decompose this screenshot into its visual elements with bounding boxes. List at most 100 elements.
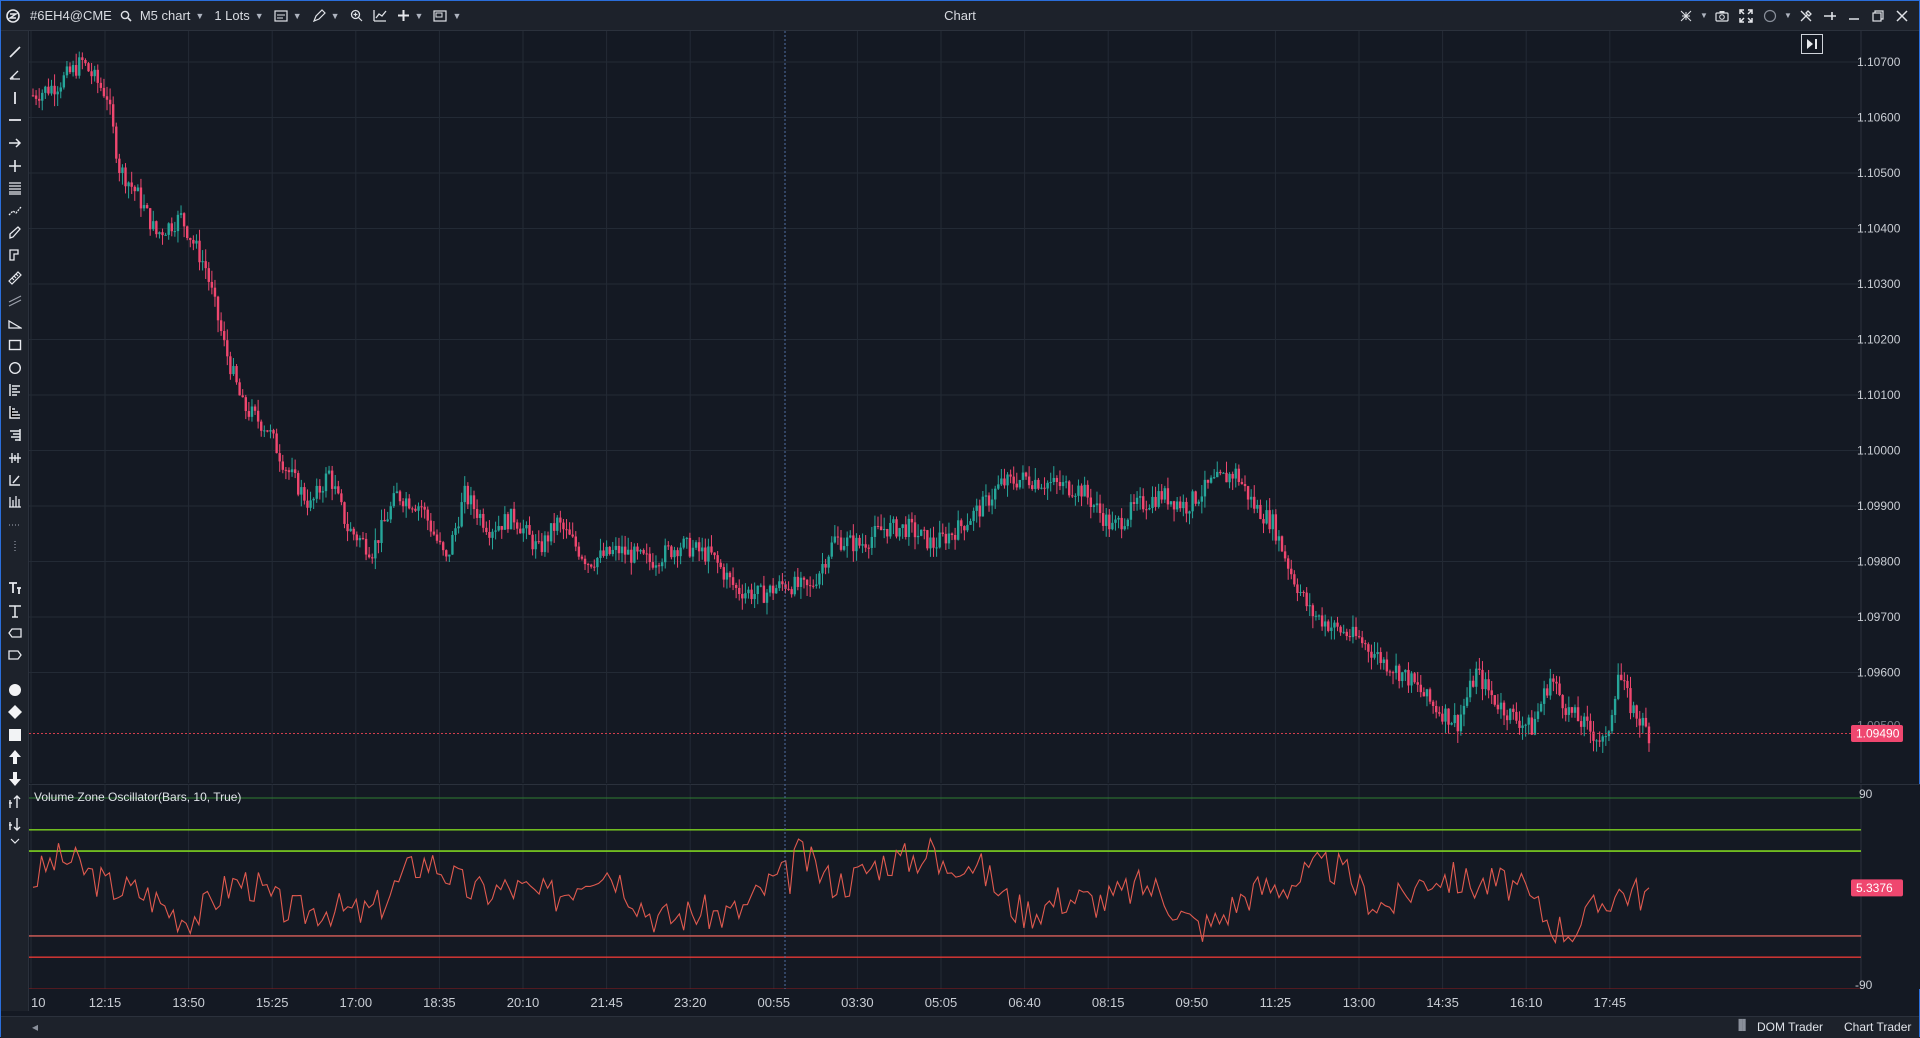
ellipse-tool-icon[interactable] [4,359,25,377]
candle-body [383,519,386,522]
candle-body [1148,508,1151,510]
text-box-tool-icon[interactable] [4,579,25,597]
diamond-marker-icon[interactable] [4,703,25,721]
oscillator-pane[interactable]: 90 -90 5.3376 [29,784,1920,989]
candle-body [1567,707,1571,715]
candle-body [944,533,948,544]
chart-trader-tab[interactable]: Chart Trader [1844,1020,1912,1034]
candle-body [408,498,411,509]
candle-body [1394,665,1398,673]
pin-icon[interactable] [1819,5,1841,27]
bars-pattern-tool-icon[interactable] [4,493,25,511]
square-marker-icon[interactable] [4,726,25,744]
candle-body [1382,659,1385,664]
candle-body [725,572,729,580]
expand-tools-icon[interactable] [4,837,25,847]
arrow-tool-icon[interactable] [4,134,25,152]
candle-body [728,572,732,578]
chevron-down-icon[interactable]: ▼ [1700,11,1708,20]
candle-body [349,528,352,532]
candle-body [1120,517,1123,530]
chart-type-button[interactable]: ▼ [269,1,307,30]
channel-tool-icon[interactable] [4,292,25,310]
candle-body [630,549,633,563]
camera-icon[interactable] [1711,5,1733,27]
buy-order-tool-icon[interactable] [4,793,25,811]
candle-body [1052,477,1055,483]
lots-selector[interactable]: 1 Lots ▼ [209,1,268,30]
magnet-tool-icon[interactable] [4,246,25,264]
candle-body [1564,708,1567,715]
zoom-icon[interactable] [345,1,368,30]
chevron-down-icon[interactable]: ▼ [1784,11,1792,20]
app-logo-icon[interactable] [1,1,25,30]
add-icon[interactable]: ▼ [392,1,429,30]
align-bars-tool-icon[interactable] [4,403,25,421]
candle-body [1092,505,1096,507]
brush-tool-icon[interactable] [4,224,25,242]
sell-order-tool-icon[interactable] [4,815,25,833]
more-tools-dots-icon[interactable] [4,516,25,534]
window-layout-icon[interactable]: ▼ [428,1,466,30]
oscillator-levels [29,797,1861,989]
candle-body [1197,501,1200,504]
candle-body [229,356,232,375]
vertical-dots-icon[interactable] [4,538,25,556]
triangle-tool-icon[interactable] [4,314,25,332]
align-left-tool-icon[interactable] [4,381,25,399]
candle-body [182,213,186,227]
callout-tool-icon[interactable] [4,646,25,664]
price-chart[interactable]: 1.10700 1.10600 1.10500 1.10400 1.10300 1.102… [29,31,1920,783]
candle-body [781,581,784,585]
gann-tool-icon[interactable] [4,471,25,489]
candle-body [512,508,516,523]
trend-angle-tool-icon[interactable] [4,65,25,83]
candle-body [1108,514,1111,530]
arrow-up-marker-icon[interactable] [4,748,25,766]
scroll-left-icon[interactable]: ◂ [32,1020,39,1034]
minimize-icon[interactable] [1843,5,1865,27]
vertical-line-tool-icon[interactable] [4,89,25,107]
candle-body [1219,471,1222,474]
rectangle-tool-icon[interactable] [4,336,25,354]
symbol-selector[interactable]: #6EH4@CME [25,1,117,30]
maximize-icon[interactable] [1867,5,1889,27]
text-tool-icon[interactable] [4,602,25,620]
close-icon[interactable] [1891,5,1913,27]
fullscreen-icon[interactable] [1735,5,1757,27]
search-icon[interactable] [117,1,135,30]
crosshair-tool-icon[interactable] [4,157,25,175]
candle-body [975,505,978,511]
candle-body [1401,672,1404,682]
link-circle-icon[interactable] [1759,5,1781,27]
settings-tools-icon[interactable] [1795,5,1817,27]
pitchfork-tool-icon[interactable] [4,449,25,467]
candle-body [358,537,362,541]
dot-marker-icon[interactable] [4,681,25,699]
candle-body [380,519,383,543]
ruler-tool-icon[interactable] [4,269,25,287]
price-grid [29,31,1862,783]
candle-body [1253,496,1256,509]
candle-body [639,550,642,552]
fibonacci-tool-icon[interactable] [4,179,25,197]
scrollbar-handle[interactable]: ▐▌ [1735,1020,1750,1031]
volume-profile-tool-icon[interactable] [4,426,25,444]
candle-body [633,546,636,563]
candle-body [1373,654,1376,658]
candle-body [713,552,716,556]
arrow-down-marker-icon[interactable] [4,770,25,788]
time-tick-label: 03:30 [841,995,874,1010]
dom-trader-tab[interactable]: DOM Trader [1757,1020,1824,1034]
scroll-to-end-button[interactable] [1801,34,1823,54]
price-label-tool-icon[interactable] [4,624,25,642]
drawing-pencil-button[interactable]: ▼ [307,1,345,30]
line-tool-icon[interactable] [4,43,25,61]
horizontal-line-tool-icon[interactable] [4,111,25,129]
indicators-icon[interactable] [368,1,392,30]
crosshair-off-icon[interactable] [1675,5,1697,27]
polyline-tool-icon[interactable] [4,202,25,220]
timeframe-selector[interactable]: M5 chart ▼ [135,1,210,30]
candle-body [133,186,136,192]
candle-body [1333,622,1336,628]
